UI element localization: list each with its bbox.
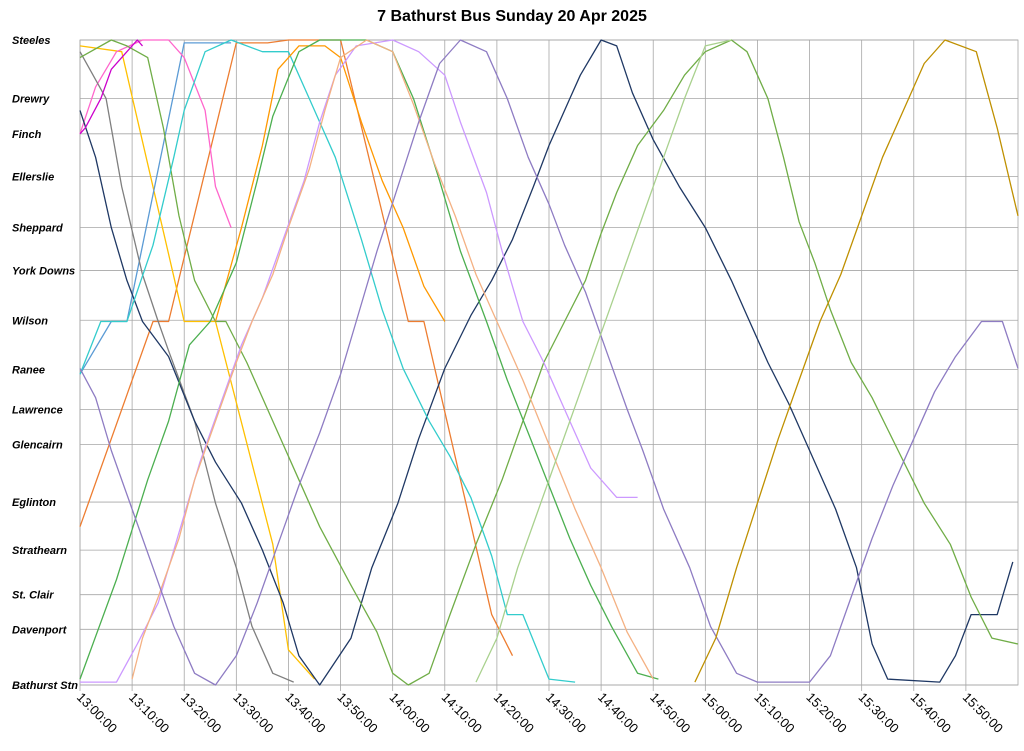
- stop-label: Glencairn: [12, 440, 63, 452]
- time-tick-label: 13:20:00: [178, 690, 224, 736]
- stop-label: Steeles: [12, 35, 51, 47]
- time-tick-label: 15:50:00: [960, 690, 1006, 736]
- vehicle-trace: [79, 39, 514, 656]
- time-tick-label: 14:20:00: [491, 690, 537, 736]
- time-tick-label: 15:20:00: [803, 690, 849, 736]
- vehicle-trace: [79, 39, 143, 135]
- time-tick-label: 13:00:00: [74, 690, 120, 736]
- stop-label: Drewry: [12, 94, 50, 106]
- vehicle-trace: [79, 39, 576, 683]
- vehicle-trace: [79, 39, 1019, 686]
- time-tick-label: 15:10:00: [751, 690, 797, 736]
- stop-label: Bathurst Stn: [12, 680, 78, 692]
- vehicle-trace: [79, 39, 659, 680]
- stop-label: Wilson: [12, 315, 48, 327]
- stop-label: Strathearn: [12, 545, 67, 557]
- stop-label: York Downs: [12, 265, 75, 277]
- stop-label: Finch: [12, 129, 42, 141]
- time-tick-label: 14:10:00: [439, 690, 485, 736]
- vehicle-trace: [79, 39, 1019, 686]
- stop-label: Ellerslie: [12, 172, 54, 184]
- stop-label: Lawrence: [12, 404, 63, 416]
- vehicle-traces: [79, 39, 1019, 686]
- time-tick-label: 15:40:00: [908, 690, 954, 736]
- time-tick-label: 13:30:00: [230, 690, 276, 736]
- vehicle-trace: [475, 39, 732, 683]
- vehicle-trace: [214, 45, 446, 322]
- time-tick-label: 13:10:00: [126, 690, 172, 736]
- stop-axis: Steeles Drewry Finch Ellerslie Sheppard York …: [12, 35, 78, 692]
- time-tick-label: 14:00:00: [387, 690, 433, 736]
- stop-label: Ranee: [12, 365, 45, 377]
- time-tick-label: 15:30:00: [856, 690, 902, 736]
- time-tick-label: 13:40:00: [282, 690, 328, 736]
- time-tick-label: 14:50:00: [647, 690, 693, 736]
- time-tick-label: 15:00:00: [699, 690, 745, 736]
- vehicle-trace: [694, 39, 1019, 683]
- time-gridlines: [79, 40, 967, 691]
- vehicle-trace: [79, 39, 1014, 686]
- stop-label: Eglinton: [12, 497, 56, 509]
- chart-title: 7 Bathurst Bus Sunday 20 Apr 2025: [377, 8, 647, 25]
- stop-label: St. Clair: [12, 590, 54, 602]
- vehicle-trace: [79, 39, 232, 228]
- stop-label: Sheppard: [12, 223, 63, 235]
- time-tick-label: 14:40:00: [595, 690, 641, 736]
- time-tick-label: 13:50:00: [334, 690, 380, 736]
- vehicle-trace: [80, 39, 638, 683]
- stop-label: Davenport: [12, 624, 68, 636]
- time-tick-label: 14:30:00: [543, 690, 589, 736]
- vehicle-trace: [131, 39, 654, 680]
- vehicle-trace: [79, 51, 294, 683]
- time-axis: 13:00:00 13:10:00 13:20:00 13:30:00 13:40:00…: [74, 690, 1006, 736]
